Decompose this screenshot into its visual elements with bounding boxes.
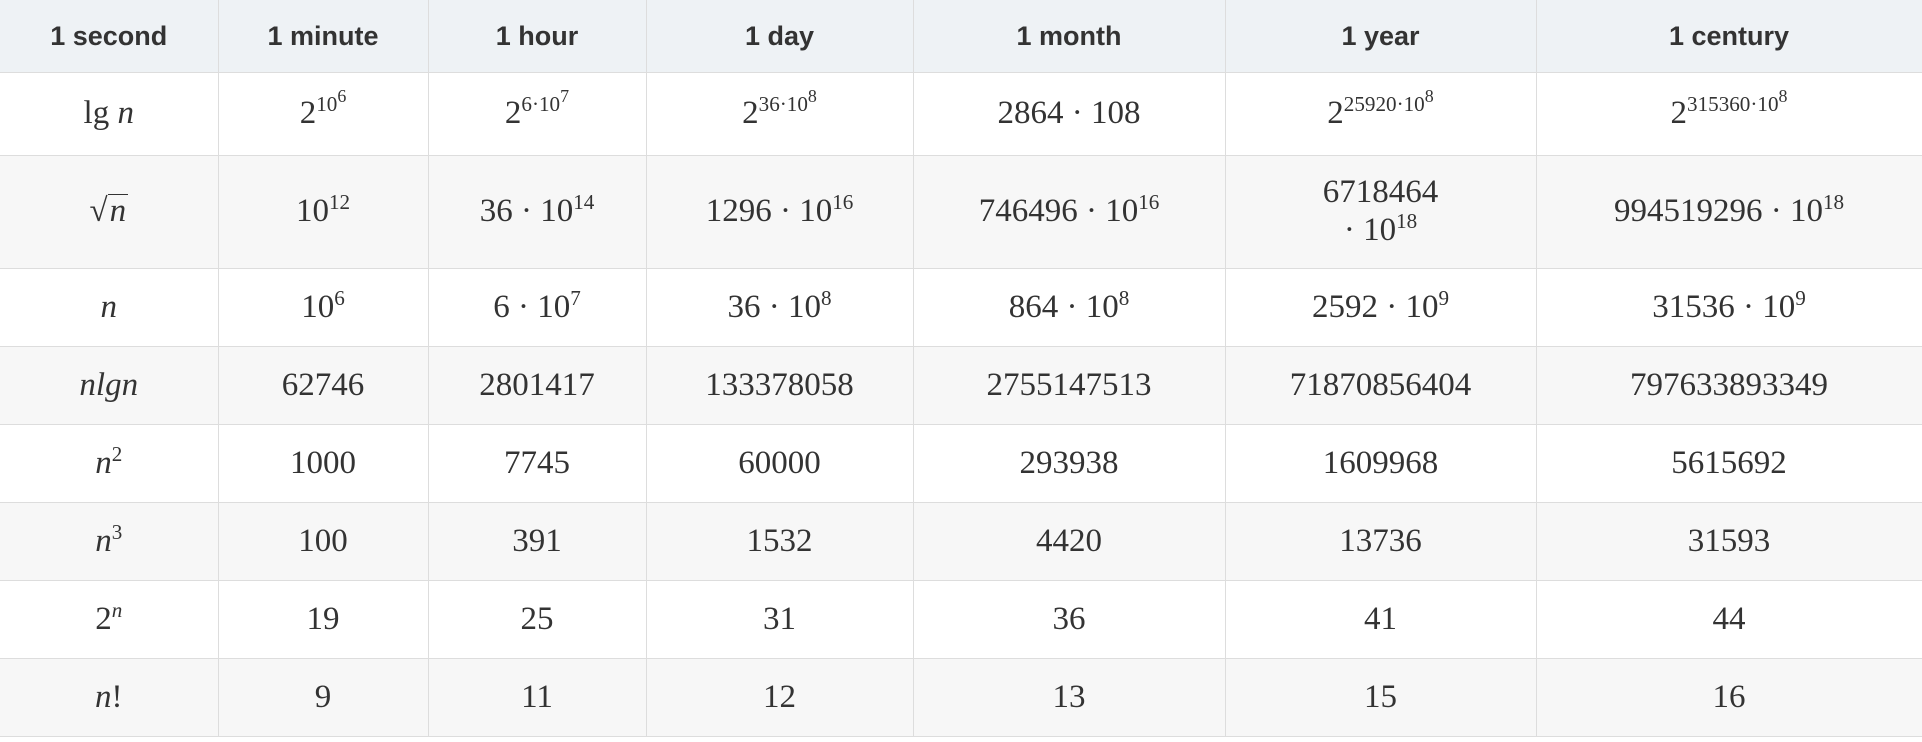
table-cell: 62746 — [217, 346, 429, 425]
table-row: 2n 19 25 31 36 41 44 — [0, 580, 1922, 659]
header-cell: 1 second — [0, 0, 219, 73]
table-cell: 36 · 108 — [645, 268, 914, 347]
table-cell: 1609968 — [1224, 424, 1537, 503]
table-cell: 746496 · 1016 — [912, 155, 1226, 269]
table-cell: 36 — [912, 580, 1226, 659]
table-cell: 16 — [1535, 658, 1922, 737]
table-row: n! 9 11 12 13 15 16 — [0, 658, 1922, 737]
table-cell: 293938 — [912, 424, 1226, 503]
table-cell: 2592 · 109 — [1224, 268, 1537, 347]
table-cell: 31536 · 109 — [1535, 268, 1922, 347]
row-label: nlgn — [0, 346, 219, 425]
row-label: n3 — [0, 502, 219, 581]
header-cell: 1 day — [645, 0, 914, 73]
table-cell: 100 — [217, 502, 429, 581]
table-cell: 13736 — [1224, 502, 1537, 581]
table-cell: 5615692 — [1535, 424, 1922, 503]
table-cell: 6718464 · 1018 — [1224, 155, 1537, 269]
table-cell: 26·107 — [427, 72, 647, 156]
table-cell: 25 — [427, 580, 647, 659]
table-cell: 2315360·108 — [1535, 72, 1922, 156]
table-cell: 36 · 1014 — [427, 155, 647, 269]
table-cell: 12 — [645, 658, 914, 737]
table-cell: 4420 — [912, 502, 1226, 581]
table-cell: 1012 — [217, 155, 429, 269]
header-cell: 1 hour — [427, 0, 647, 73]
table-cell: 9 — [217, 658, 429, 737]
table-row: lg n 2106 26·107 236·108 2864 · 108 2259… — [0, 72, 1922, 156]
table-cell: 1296 · 1016 — [645, 155, 914, 269]
row-label: lg n — [0, 72, 219, 156]
table-cell: 15 — [1224, 658, 1537, 737]
table-cell: 1000 — [217, 424, 429, 503]
table-cell: 2864 · 108 — [912, 72, 1226, 156]
table-cell: 71870856404 — [1224, 346, 1537, 425]
table-cell: 11 — [427, 658, 647, 737]
header-row: 1 second 1 minute 1 hour 1 day 1 month 1… — [0, 0, 1922, 73]
row-label: 2n — [0, 580, 219, 659]
table-row: nlgn 62746 2801417 133378058 2755147513 … — [0, 346, 1922, 425]
table-cell: 1532 — [645, 502, 914, 581]
table-cell: 6 · 107 — [427, 268, 647, 347]
table-row: n 106 6 · 107 36 · 108 864 · 108 2592 · … — [0, 268, 1922, 347]
table-cell: 19 — [217, 580, 429, 659]
table-cell: 31 — [645, 580, 914, 659]
table-cell: 13 — [912, 658, 1226, 737]
table-cell: 236·108 — [645, 72, 914, 156]
table-cell: 2106 — [217, 72, 429, 156]
table-cell: 2801417 — [427, 346, 647, 425]
table-row: n2 1000 7745 60000 293938 1609968 561569… — [0, 424, 1922, 503]
table-cell: 44 — [1535, 580, 1922, 659]
table-cell: 133378058 — [645, 346, 914, 425]
table-cell: 7745 — [427, 424, 647, 503]
table-cell: 2755147513 — [912, 346, 1226, 425]
table-cell: 864 · 108 — [912, 268, 1226, 347]
table-cell: 106 — [217, 268, 429, 347]
row-label: √n — [0, 155, 219, 269]
table-cell: 31593 — [1535, 502, 1922, 581]
row-label: n2 — [0, 424, 219, 503]
row-label: n — [0, 268, 219, 347]
header-cell: 1 year — [1224, 0, 1537, 73]
table-row: √n 1012 36 · 1014 1296 · 1016 746496 · 1… — [0, 155, 1922, 269]
table-cell: 391 — [427, 502, 647, 581]
header-cell: 1 minute — [217, 0, 429, 73]
row-label: n! — [0, 658, 219, 737]
table-cell: 41 — [1224, 580, 1537, 659]
table-cell: 797633893349 — [1535, 346, 1922, 425]
sqrt-symbol: √n — [89, 193, 129, 230]
table-cell: 60000 — [645, 424, 914, 503]
header-cell: 1 month — [912, 0, 1226, 73]
table-cell: 225920·108 — [1224, 72, 1537, 156]
header-cell: 1 century — [1535, 0, 1922, 73]
table-row: n3 100 391 1532 4420 13736 31593 — [0, 502, 1922, 581]
table-cell: 994519296 · 1018 — [1535, 155, 1922, 269]
